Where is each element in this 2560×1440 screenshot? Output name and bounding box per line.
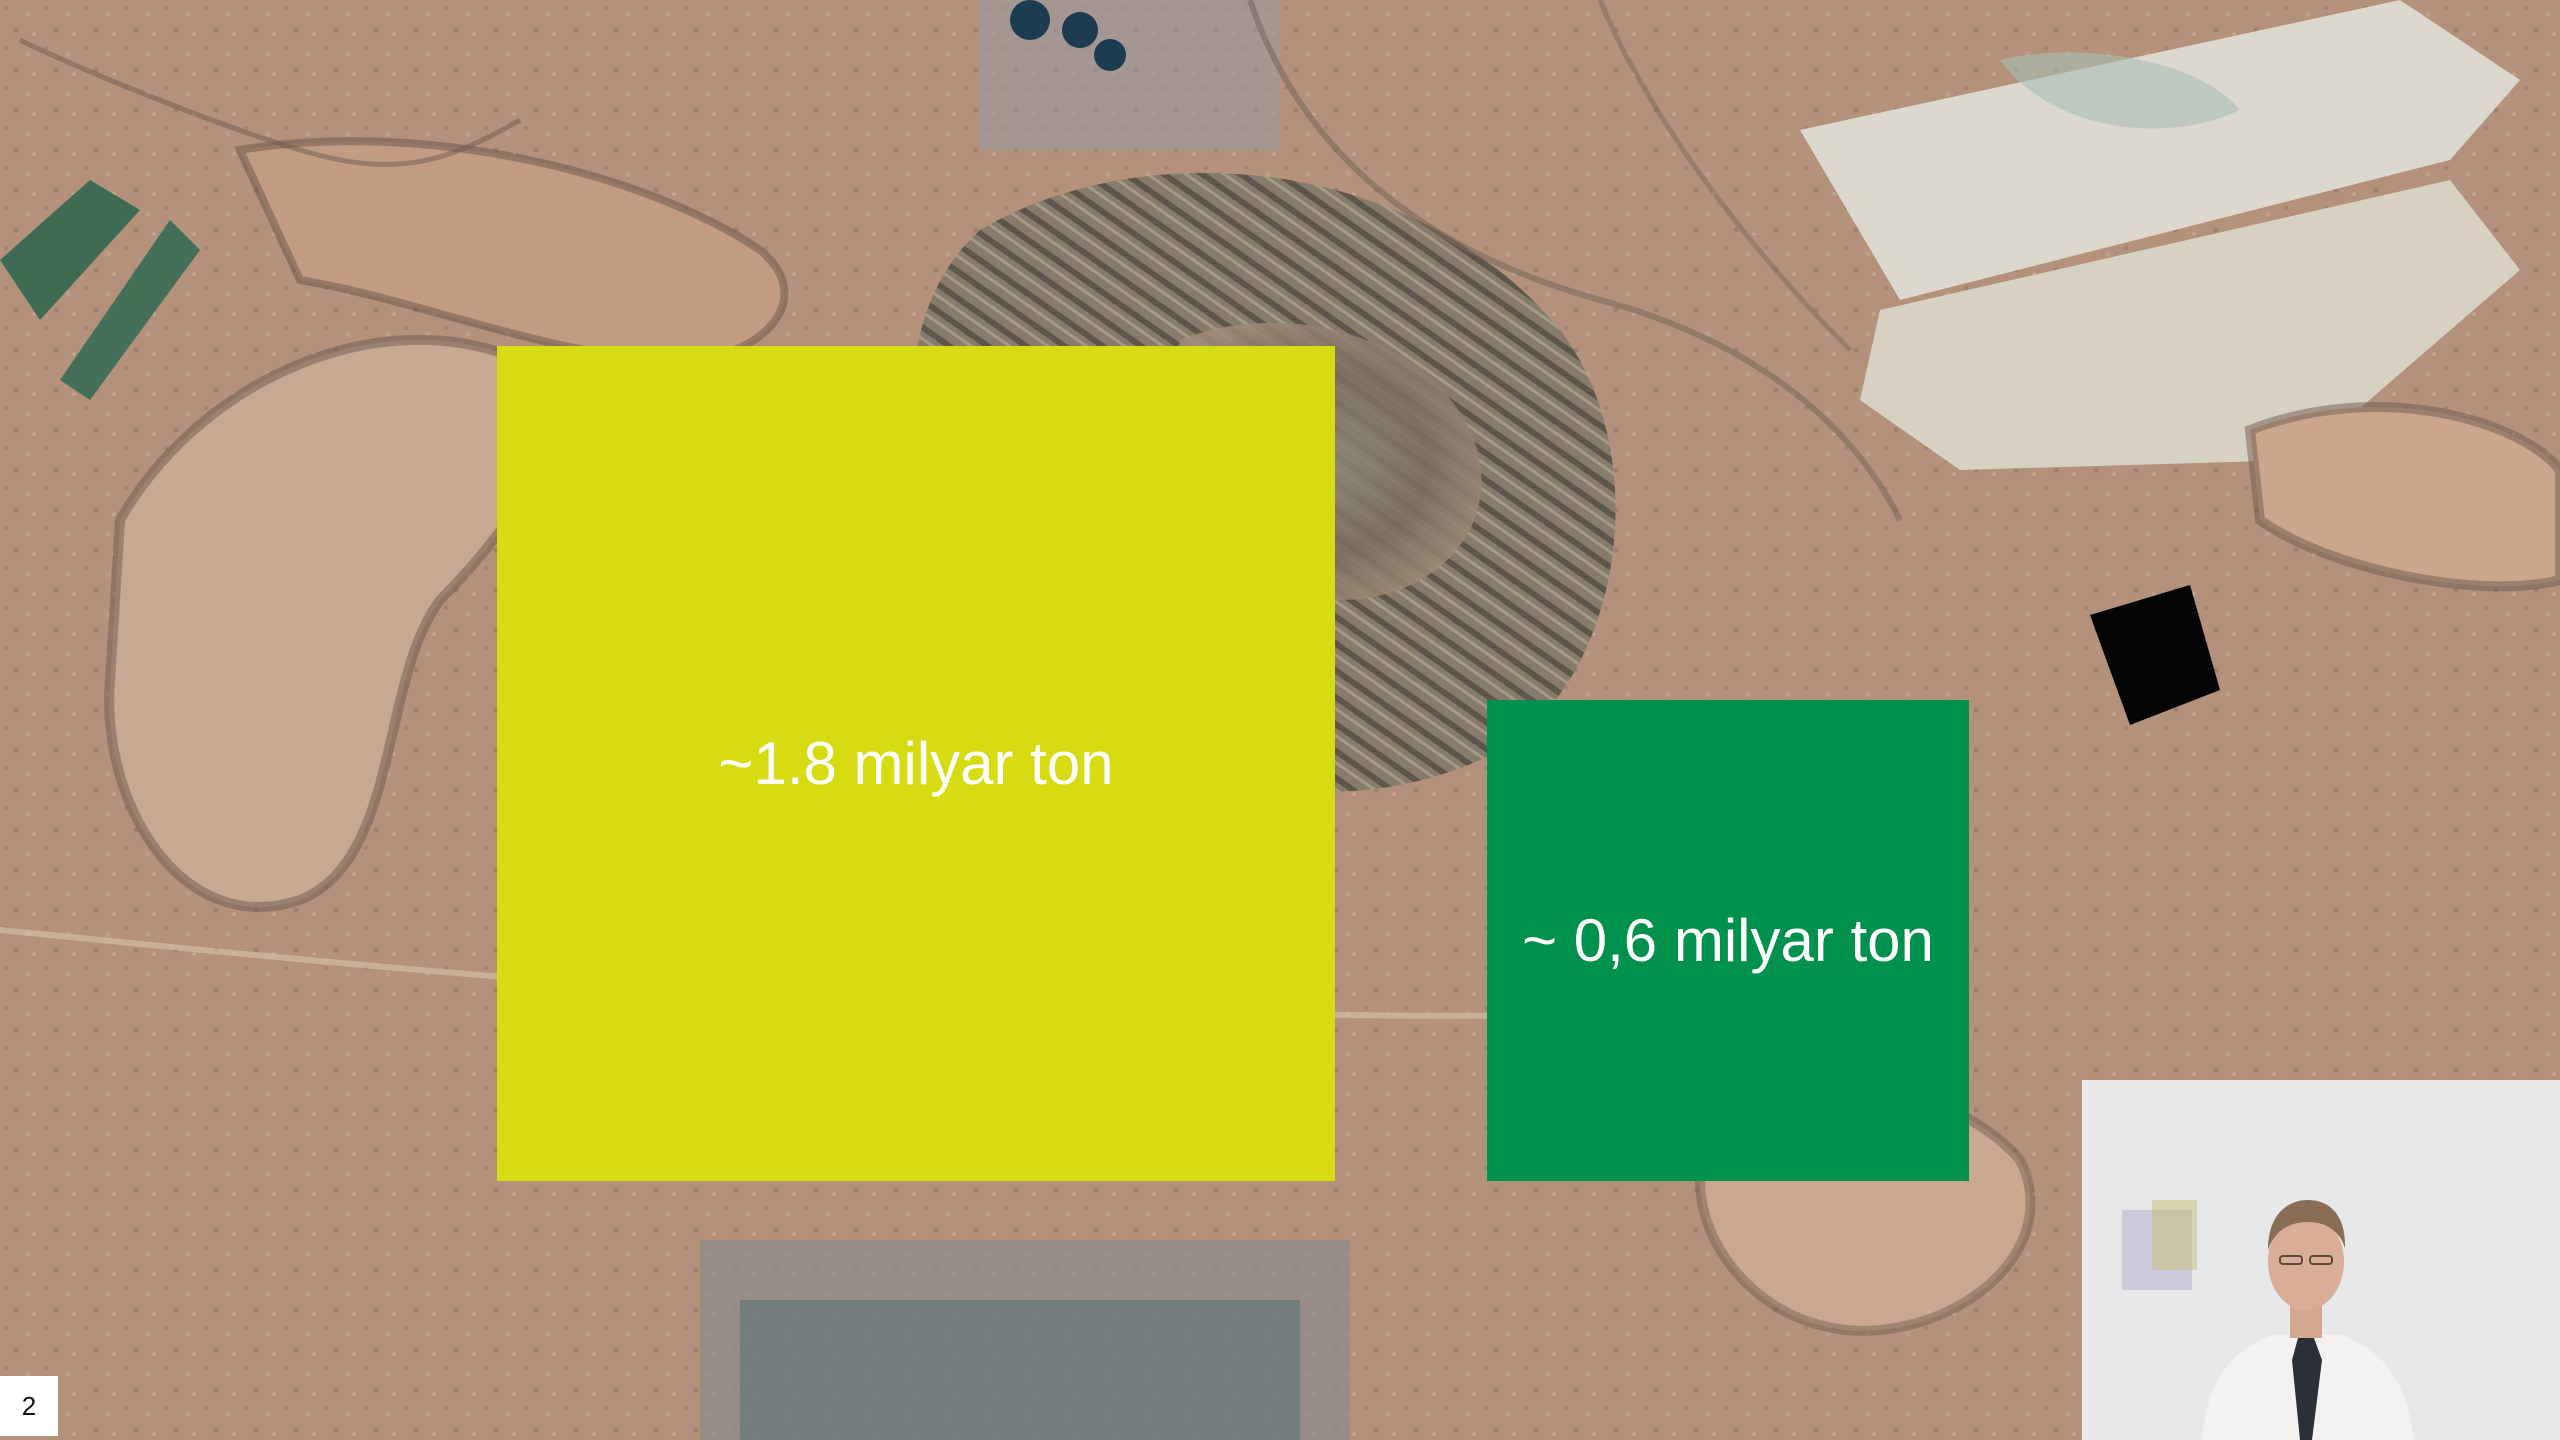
tonnage-label-small: ~ 0,6 milyar ton <box>1522 906 1934 974</box>
presenter-webcam <box>2082 1080 2560 1440</box>
person-icon <box>2082 1080 2560 1440</box>
tonnage-box-small: ~ 0,6 milyar ton <box>1487 700 1969 1181</box>
slide-page-number: 2 <box>0 1376 58 1436</box>
tonnage-box-large: ~1.8 milyar ton <box>497 346 1335 1181</box>
tonnage-label-large: ~1.8 milyar ton <box>718 729 1114 797</box>
